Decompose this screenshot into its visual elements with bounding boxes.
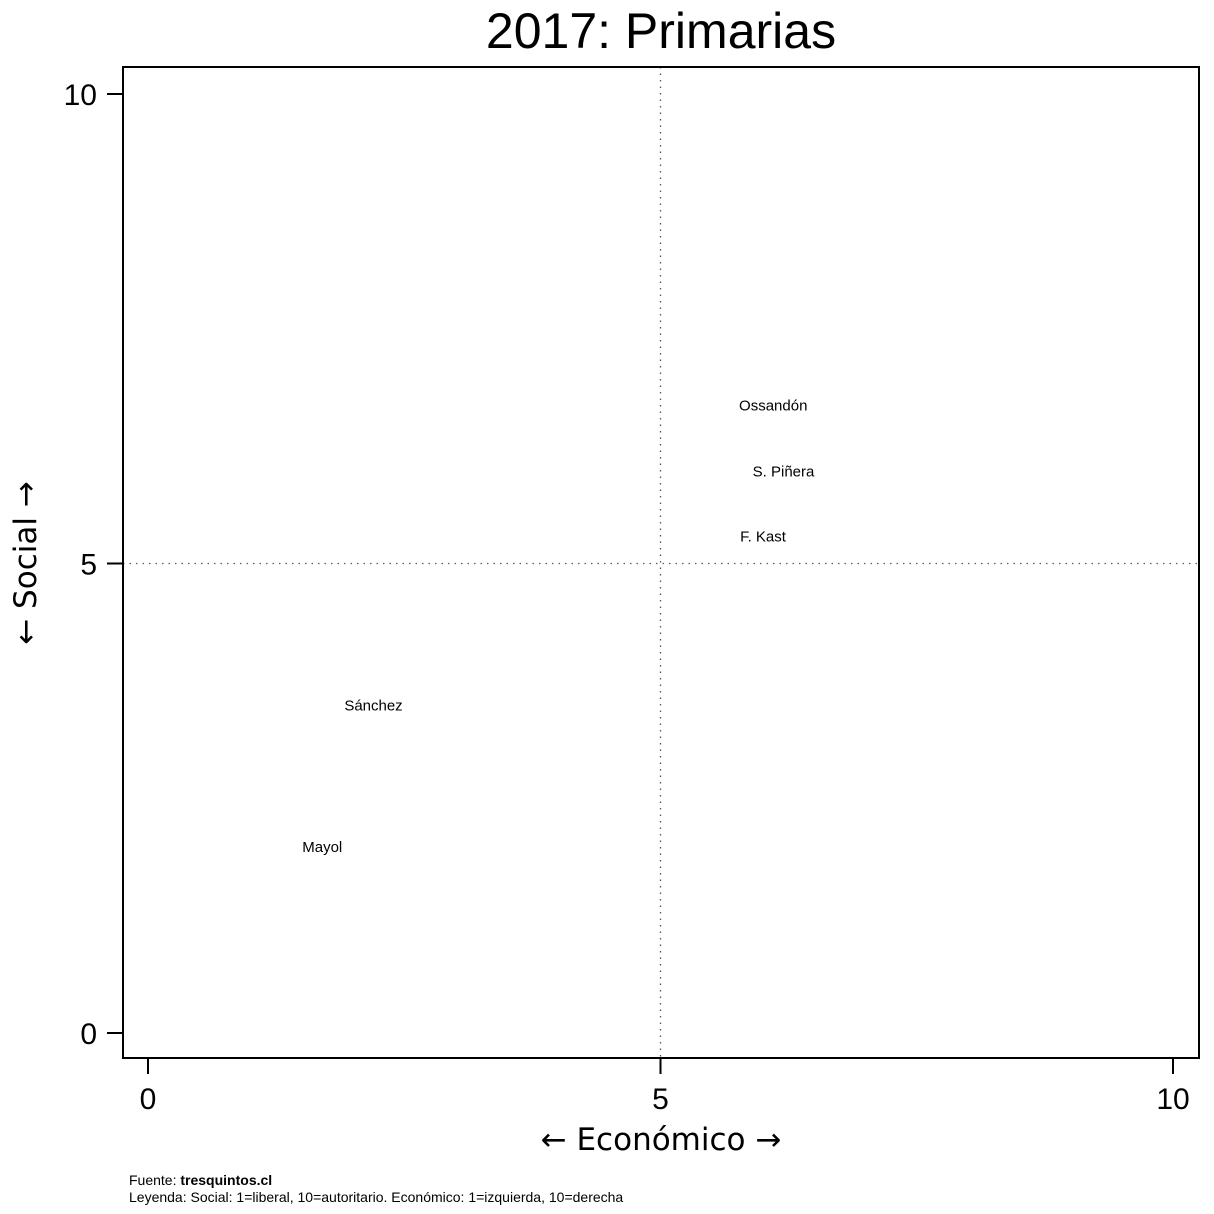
x-tick-label: 10 [1156, 1083, 1189, 1116]
source-prefix: Fuente: [129, 1172, 181, 1188]
y-tick-label: 5 [80, 549, 97, 582]
y-axis-label: ← Social → [8, 481, 44, 645]
plot-area: 0 5 10 0 5 10 Ossandón S. Piñera F. Kast Sánchez M… [64, 66, 1200, 1116]
chart-title: 2017: Primarias [486, 3, 836, 59]
point-label: Ossandón [739, 398, 807, 415]
point-label: Sánchez [344, 697, 402, 714]
y-tick-label: 0 [80, 1018, 97, 1051]
point-label: F. Kast [740, 528, 787, 545]
source-note: Fuente: tresquintos.cl [129, 1172, 272, 1189]
y-tick-label: 10 [64, 79, 97, 112]
source-name: tresquintos.cl [180, 1172, 273, 1188]
legend-note: Leyenda: Social: 1=liberal, 10=autoritar… [129, 1189, 624, 1205]
point-label: S. Piñera [753, 463, 815, 480]
point-label: Mayol [302, 839, 342, 856]
x-tick-label: 0 [140, 1083, 157, 1116]
x-tick-label: 5 [652, 1083, 669, 1116]
x-axis-label: ← Económico → [541, 1122, 782, 1158]
